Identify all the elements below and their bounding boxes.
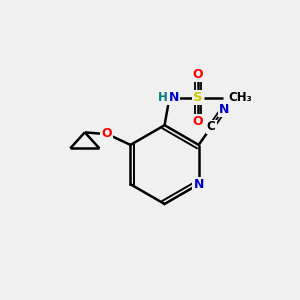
Text: O: O — [193, 68, 203, 80]
Text: N: N — [194, 178, 204, 191]
Text: S: S — [193, 92, 203, 104]
Text: N: N — [169, 92, 179, 104]
Text: CH₃: CH₃ — [229, 92, 252, 104]
Text: O: O — [193, 115, 203, 128]
Text: N: N — [219, 103, 229, 116]
Text: O: O — [101, 127, 112, 140]
Text: H: H — [158, 92, 168, 104]
Text: C: C — [207, 121, 216, 134]
